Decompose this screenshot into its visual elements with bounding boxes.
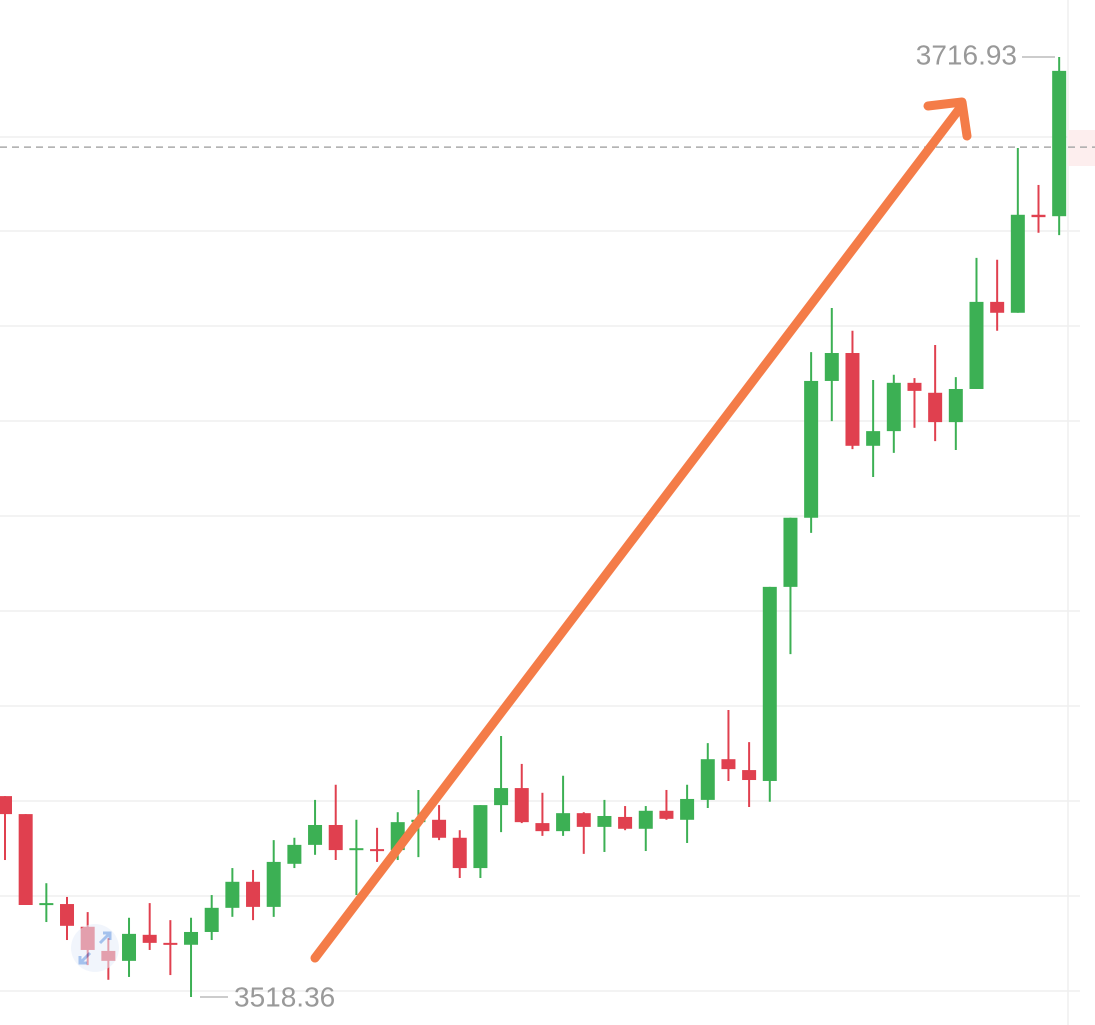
candle-body	[721, 759, 736, 770]
candle-body	[60, 904, 75, 926]
candle-body	[1052, 70, 1067, 217]
candle-body	[907, 382, 922, 391]
candle-body	[287, 844, 302, 864]
candle-body	[618, 816, 633, 829]
candle-body	[204, 907, 219, 932]
candle-body	[184, 931, 199, 945]
expand-icon	[71, 924, 119, 972]
candle-body	[39, 903, 54, 906]
candle-body	[535, 823, 550, 832]
icon-bg	[71, 924, 119, 972]
candle-body	[122, 933, 137, 961]
candle-body	[576, 813, 591, 827]
candle-body	[742, 770, 757, 781]
candle-body	[1010, 214, 1025, 313]
candle-body	[762, 586, 777, 781]
trend-arrow	[310, 97, 972, 963]
candle-body	[638, 810, 653, 829]
candle-body	[928, 392, 943, 423]
min-label: 3518.36	[234, 981, 335, 1012]
candle-body	[990, 301, 1005, 313]
candle-body	[597, 815, 612, 827]
candle-body	[349, 848, 364, 851]
candle-body	[473, 805, 488, 869]
candle-body	[432, 819, 447, 838]
candle-body	[494, 788, 509, 806]
candle-body	[866, 431, 881, 446]
price-tag	[1068, 130, 1095, 166]
candle-body	[969, 301, 984, 389]
candle-body	[370, 849, 385, 852]
candle-body	[783, 517, 798, 587]
candle-body	[308, 824, 323, 845]
candle-body	[804, 380, 819, 518]
arrow-head	[923, 97, 972, 141]
candle-body	[0, 796, 12, 815]
candle-body	[659, 810, 674, 819]
candle-body	[700, 759, 715, 800]
candle-body	[1031, 214, 1046, 218]
candle-body	[225, 881, 240, 908]
arrow-shaft	[310, 103, 965, 963]
candle-body	[845, 353, 860, 446]
candle-body	[514, 788, 529, 823]
candle-body	[948, 388, 963, 423]
plot	[0, 56, 1095, 998]
candle-body	[246, 881, 261, 907]
candle-body	[266, 861, 281, 907]
icon-arrows	[78, 931, 112, 965]
candle-body	[328, 824, 343, 851]
candle-body	[142, 934, 157, 943]
candle-body	[556, 813, 571, 832]
max-label: 3716.93	[916, 39, 1017, 70]
candle-body	[452, 837, 467, 869]
candle-body	[163, 942, 178, 945]
candle-body	[886, 382, 901, 432]
candle-body	[680, 798, 695, 820]
candle-body	[824, 353, 839, 381]
candle-body	[18, 814, 33, 905]
